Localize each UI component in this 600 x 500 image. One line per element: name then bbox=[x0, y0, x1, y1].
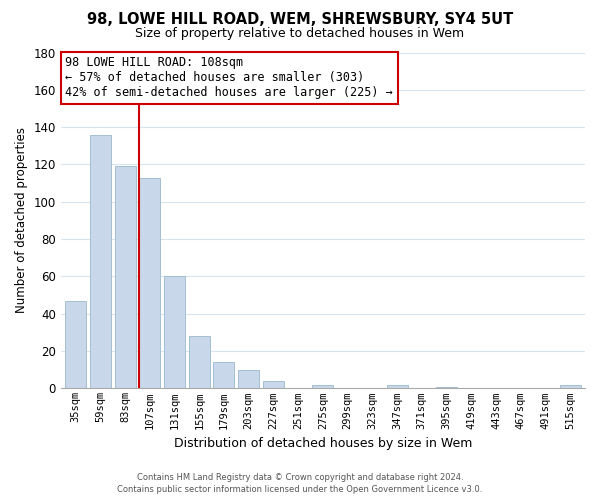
Bar bbox=[164, 276, 185, 388]
Bar bbox=[115, 166, 136, 388]
Bar bbox=[65, 300, 86, 388]
Bar bbox=[214, 362, 235, 388]
Y-axis label: Number of detached properties: Number of detached properties bbox=[15, 128, 28, 314]
Bar bbox=[189, 336, 210, 388]
Bar bbox=[263, 381, 284, 388]
Bar bbox=[386, 384, 407, 388]
Bar bbox=[90, 134, 111, 388]
Bar bbox=[436, 386, 457, 388]
Text: 98 LOWE HILL ROAD: 108sqm
← 57% of detached houses are smaller (303)
42% of semi: 98 LOWE HILL ROAD: 108sqm ← 57% of detac… bbox=[65, 56, 393, 99]
Bar bbox=[560, 384, 581, 388]
Text: Size of property relative to detached houses in Wem: Size of property relative to detached ho… bbox=[136, 28, 464, 40]
Text: 98, LOWE HILL ROAD, WEM, SHREWSBURY, SY4 5UT: 98, LOWE HILL ROAD, WEM, SHREWSBURY, SY4… bbox=[87, 12, 513, 28]
Bar bbox=[313, 384, 334, 388]
Bar bbox=[238, 370, 259, 388]
Text: Contains HM Land Registry data © Crown copyright and database right 2024.
Contai: Contains HM Land Registry data © Crown c… bbox=[118, 472, 482, 494]
Bar bbox=[139, 178, 160, 388]
X-axis label: Distribution of detached houses by size in Wem: Distribution of detached houses by size … bbox=[174, 437, 472, 450]
